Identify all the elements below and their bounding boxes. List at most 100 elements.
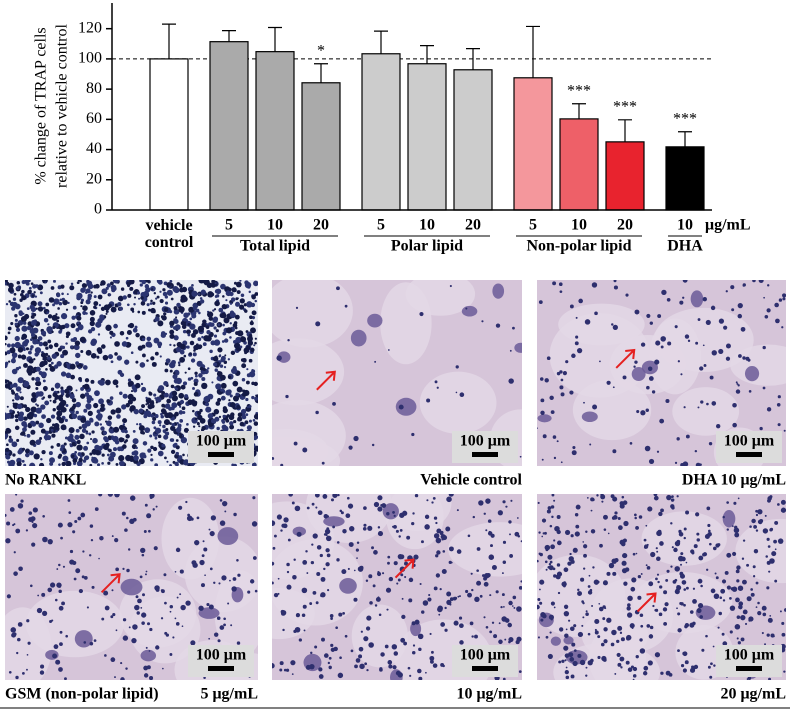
stain	[542, 434, 547, 439]
stain	[417, 668, 422, 674]
stain	[65, 393, 70, 398]
nucleus	[217, 527, 239, 546]
stain	[589, 443, 592, 446]
stain	[749, 525, 752, 528]
stain	[193, 391, 199, 397]
stain	[761, 605, 767, 611]
stain	[742, 579, 747, 585]
stain	[233, 340, 237, 344]
stain	[639, 648, 646, 654]
stain	[448, 560, 452, 564]
stain	[139, 362, 146, 368]
stain	[29, 439, 36, 446]
stain	[41, 592, 46, 597]
stain	[280, 529, 283, 532]
stain	[162, 288, 166, 292]
stain	[196, 422, 200, 426]
stain	[42, 515, 45, 518]
stain	[57, 307, 60, 310]
stain	[671, 495, 674, 498]
stain	[674, 325, 678, 329]
stain	[101, 617, 105, 621]
stain	[173, 335, 179, 341]
stain	[5, 281, 7, 286]
stain	[455, 365, 459, 369]
stain	[60, 399, 67, 407]
stain	[65, 308, 69, 311]
stain	[155, 587, 160, 592]
stain	[81, 283, 87, 288]
stain	[43, 317, 49, 323]
stain	[666, 495, 671, 500]
stain	[763, 296, 765, 299]
stain	[80, 301, 84, 305]
stain	[401, 597, 404, 600]
stain	[766, 633, 770, 637]
stain	[162, 291, 168, 297]
stain	[115, 407, 122, 414]
stain	[12, 453, 16, 457]
stain	[648, 376, 654, 381]
stain	[69, 443, 72, 446]
stain	[223, 617, 226, 621]
stain	[159, 290, 162, 293]
stain	[657, 314, 662, 318]
stain	[767, 284, 770, 287]
stain	[594, 630, 599, 635]
stain	[729, 605, 736, 611]
stain	[64, 388, 70, 394]
stain	[315, 410, 319, 415]
stain	[603, 528, 607, 531]
stain	[337, 494, 340, 497]
stain	[301, 613, 306, 618]
stain	[146, 303, 150, 307]
stain	[385, 587, 392, 593]
stain	[780, 499, 786, 505]
stain	[592, 566, 595, 569]
stain	[557, 540, 562, 546]
stain	[173, 344, 176, 347]
stain	[116, 355, 123, 361]
bar	[149, 58, 189, 211]
stain	[551, 494, 555, 497]
stain	[109, 451, 116, 458]
stain	[663, 621, 668, 626]
stain	[629, 623, 635, 629]
stain	[86, 441, 90, 445]
stain	[245, 413, 249, 417]
stain	[617, 662, 622, 667]
stain	[75, 568, 81, 574]
stain	[696, 538, 700, 542]
stain	[17, 377, 24, 384]
stain	[73, 577, 77, 581]
stain	[51, 330, 54, 334]
stain	[16, 438, 20, 442]
stain	[606, 617, 612, 623]
stain	[489, 630, 493, 634]
arrow	[316, 370, 336, 391]
stain	[36, 607, 43, 614]
stain	[467, 534, 471, 538]
stain	[87, 329, 93, 334]
stain	[497, 510, 503, 516]
stain	[26, 412, 33, 419]
stain	[209, 567, 213, 571]
stain	[72, 305, 77, 310]
stain	[736, 382, 739, 385]
stain	[668, 672, 673, 677]
stain	[302, 560, 308, 565]
stain	[46, 357, 49, 360]
stain	[380, 652, 385, 657]
stain	[150, 458, 154, 462]
stain	[234, 314, 240, 320]
stain	[148, 308, 151, 312]
stain	[490, 544, 493, 548]
stain	[94, 390, 100, 397]
stain	[109, 396, 114, 400]
stain	[707, 523, 711, 528]
stain	[708, 441, 713, 446]
stain	[29, 462, 36, 466]
stain	[82, 550, 85, 553]
stain	[683, 588, 687, 591]
